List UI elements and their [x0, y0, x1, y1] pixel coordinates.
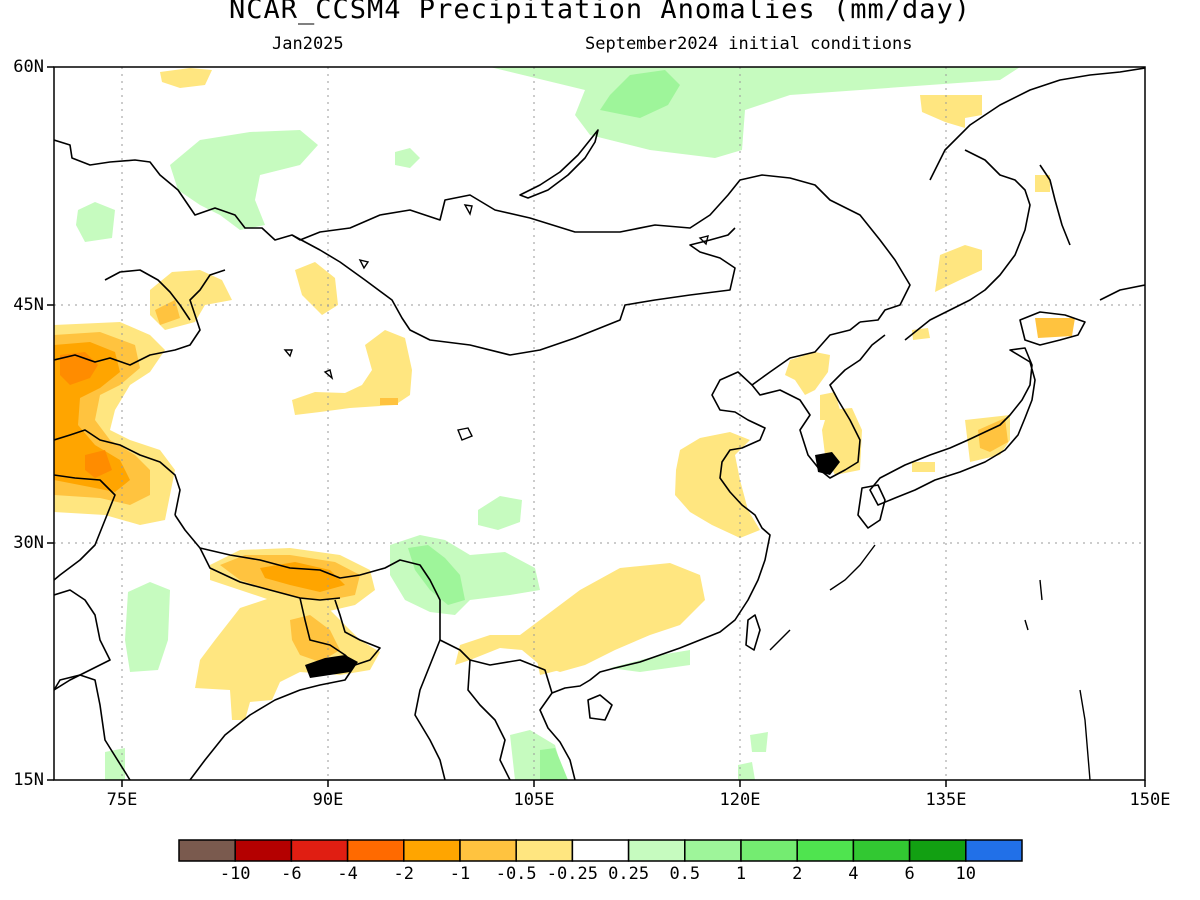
colorbar-swatch [908, 839, 967, 862]
colorbar-swatch [796, 839, 855, 862]
colorbar-tick-label: -2 [393, 864, 415, 884]
lon-label-105e: 105E [513, 790, 555, 810]
colorbar-tick-label: -4 [337, 864, 358, 884]
colorbar-swatch [684, 839, 742, 862]
minor-features [283, 204, 1091, 780]
colorbar-tick-label: -6 [281, 864, 302, 884]
colorbar-tick-label: 2 [792, 864, 803, 884]
chart-title: NCAR_CCSM4 Precipitation Anomalies (mm/d… [229, 0, 971, 25]
wet-anomaly-north-core [600, 70, 680, 118]
lon-label-135e: 135E [925, 790, 967, 810]
lon-label-120e: 120E [719, 790, 761, 810]
dry-anomaly-india [195, 598, 380, 720]
colorbar-tick-label: 1 [735, 864, 747, 884]
colorbar-tick-label: 0.5 [669, 864, 701, 884]
colorbar-tick-label: -0.5 [495, 864, 537, 884]
dry-anomaly-east-china [675, 432, 760, 538]
dry-anomaly-se-china [455, 563, 705, 672]
coastlines [54, 67, 1145, 780]
colorbar-swatch [178, 839, 236, 862]
colorbar-swatch [852, 839, 911, 862]
valid-month-label: Jan2025 [272, 34, 344, 54]
lon-label-150e: 150E [1129, 790, 1171, 810]
colorbar-swatch [403, 839, 461, 862]
colorbar-swatch [290, 839, 349, 862]
colorbar-tick-label: 10 [955, 864, 977, 884]
colorbar-tick-label: -0.25 [546, 864, 598, 884]
lat-label-30n: 30N [13, 533, 44, 553]
colorbar-swatch [459, 839, 517, 862]
ganges-delta [305, 655, 358, 678]
colorbar-swatch [627, 839, 686, 862]
colorbar-tick-label: -10 [219, 864, 251, 884]
init-conditions-label: September2024 initial conditions [585, 34, 913, 54]
colorbar-tick-label: 4 [848, 864, 859, 884]
colorbar-swatch [515, 839, 574, 862]
lat-label-60n: 60N [13, 57, 44, 77]
plot-frame [53, 66, 1146, 781]
wet-anomaly-kazakh [170, 130, 318, 230]
colorbar-swatch [346, 839, 405, 862]
colorbar-swatch [965, 839, 1023, 862]
colorbar-tick-label: -1 [449, 864, 471, 884]
colorbar-swatch [571, 839, 630, 862]
lon-label-90e: 90E [312, 790, 344, 810]
colorbar-tick-label: 6 [904, 864, 915, 884]
anomaly-fields [54, 67, 1075, 780]
colorbar-tick-label: 0.25 [608, 864, 650, 884]
lat-label-45n: 45N [13, 295, 44, 315]
colorbar-swatch [740, 839, 798, 862]
lon-label-75e: 75E [106, 790, 138, 810]
colorbar-swatch [234, 839, 293, 862]
lat-label-15n: 15N [13, 770, 44, 790]
